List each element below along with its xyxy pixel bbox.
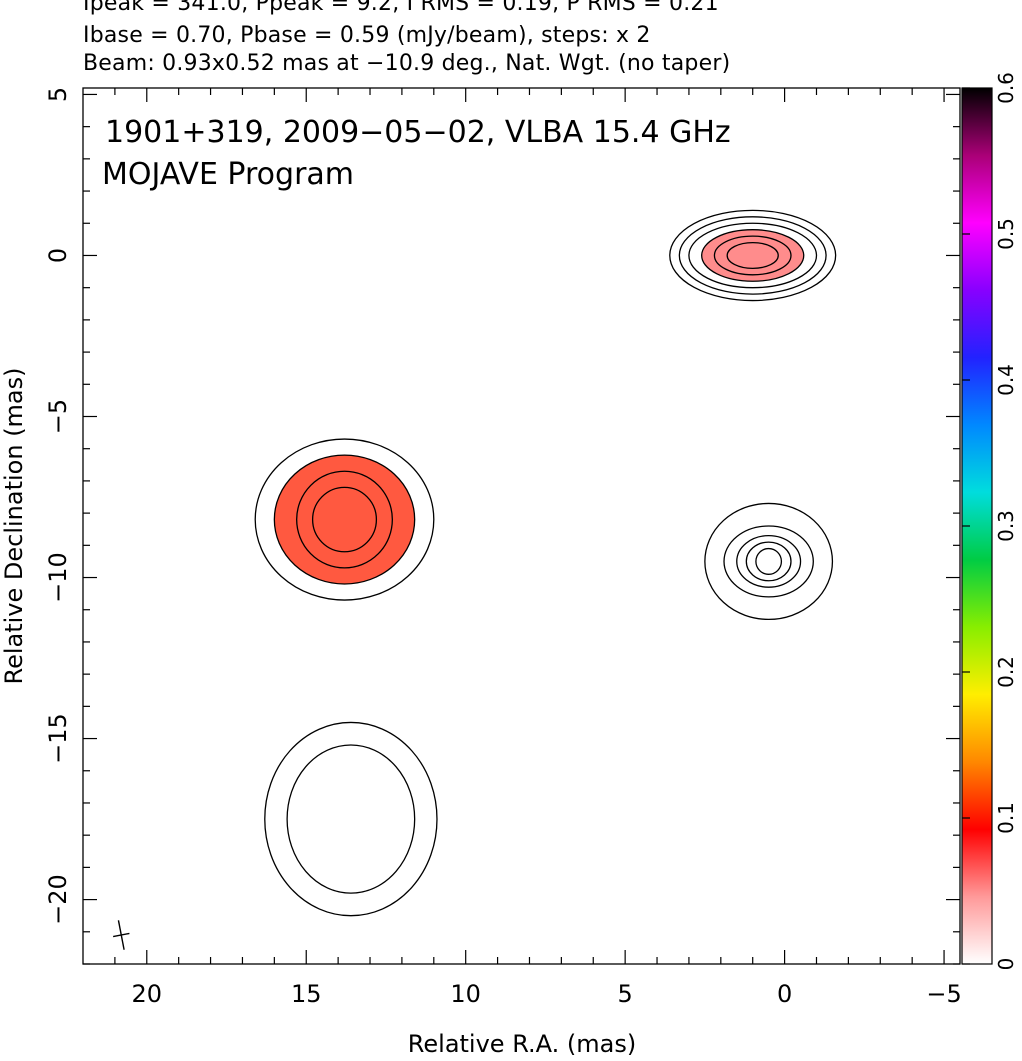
contour-core bbox=[678, 216, 827, 295]
contour-knot-left bbox=[254, 438, 435, 601]
colorbar-tick-label: 0.4 bbox=[994, 364, 1018, 396]
colorbar-tick-label: 0.2 bbox=[994, 656, 1018, 688]
colorbar-tick-label: 0.6 bbox=[994, 72, 1018, 104]
chart-subtitle: MOJAVE Program bbox=[102, 157, 354, 192]
x-tick-label: 15 bbox=[291, 980, 322, 1008]
colorbar-tick-label: 0 bbox=[994, 958, 1018, 971]
contour-core bbox=[669, 209, 837, 302]
component-fill-knot-left bbox=[274, 455, 415, 584]
contour-knot-left bbox=[296, 470, 393, 569]
contour-knot-right bbox=[745, 541, 792, 582]
component-fill-core bbox=[701, 229, 804, 282]
beam-marker-minor bbox=[112, 932, 130, 938]
plot-frame bbox=[82, 87, 961, 965]
contour-core bbox=[713, 235, 792, 276]
chart-title: 1901+319, 2009−05−02, VLBA 15.4 GHz bbox=[105, 115, 731, 150]
y-tick-label: −5 bbox=[44, 399, 72, 434]
contour-knot-left bbox=[311, 486, 378, 553]
y-tick-label: −20 bbox=[44, 874, 72, 925]
x-axis-label: Relative R.A. (mas) bbox=[408, 1030, 636, 1058]
y-tick-label: 5 bbox=[44, 87, 72, 102]
x-tick-label: 5 bbox=[618, 980, 633, 1008]
y-axis-label: Relative Declination (mas) bbox=[0, 367, 28, 684]
colorbar-tick-label: 0.5 bbox=[994, 218, 1018, 250]
colorbar-tick-label: 0.3 bbox=[994, 510, 1018, 542]
y-tick-label: −15 bbox=[44, 713, 72, 764]
contour-knot-right bbox=[704, 502, 834, 621]
contour-knot-right bbox=[736, 535, 802, 588]
x-tick-label: 0 bbox=[777, 980, 792, 1008]
y-tick-label: −10 bbox=[44, 552, 72, 603]
contour-diffuse-lower bbox=[264, 721, 438, 917]
contour-diffuse-lower bbox=[286, 744, 416, 894]
y-tick-label: 0 bbox=[44, 248, 72, 263]
stats-line-1: Ipeak = 341.0, Ppeak = 9.2, I RMS = 0.19… bbox=[83, 0, 719, 16]
colorbar-tick-label: 0.1 bbox=[994, 802, 1018, 834]
beam-info-line: Beam: 0.93x0.52 mas at −10.9 deg., Nat. … bbox=[83, 51, 731, 76]
x-tick-label: 20 bbox=[132, 980, 163, 1008]
contour-knot-left bbox=[273, 454, 416, 585]
contour-knot-right bbox=[755, 547, 783, 575]
contour-core bbox=[726, 241, 779, 270]
contour-core bbox=[701, 229, 805, 282]
stats-line-2: Ibase = 0.70, Pbase = 0.59 (mJy/beam), s… bbox=[83, 23, 651, 48]
x-tick-label: 10 bbox=[450, 980, 481, 1008]
x-tick-label: −5 bbox=[926, 980, 961, 1008]
contour-knot-right bbox=[723, 525, 814, 598]
contour-core bbox=[688, 222, 818, 289]
